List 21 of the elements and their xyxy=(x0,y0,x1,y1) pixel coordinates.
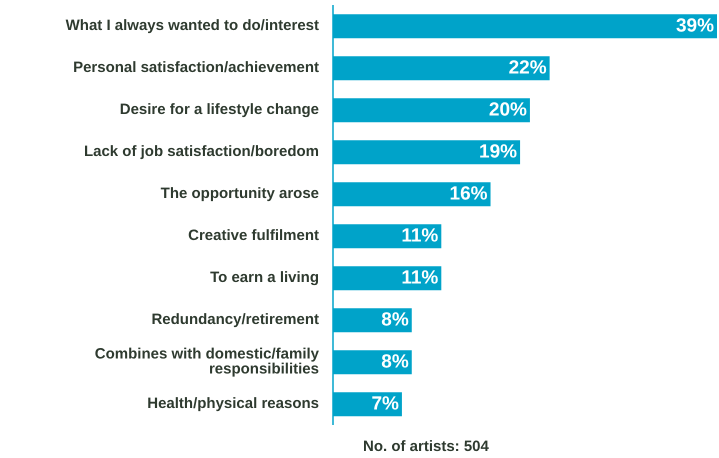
y-tick-label: Creative fulfilment xyxy=(188,226,319,244)
data-label: 39% xyxy=(676,15,714,36)
y-tick-label: Combines with domestic/family responsibilities xyxy=(94,345,320,378)
data-label: 8% xyxy=(381,351,409,372)
y-tick-label: What I always wanted to do/interest xyxy=(66,16,320,34)
annotation: No. of artists: 504 xyxy=(363,438,489,455)
data-label: 19% xyxy=(479,141,518,162)
data-label: 7% xyxy=(371,393,400,414)
y-tick-label: Health/physical reasons xyxy=(147,394,319,412)
y-tick-label: Redundancy/retirement xyxy=(151,310,319,328)
data-label: 20% xyxy=(488,99,528,120)
data-label: 11% xyxy=(401,267,438,288)
data-label: 8% xyxy=(381,309,409,330)
y-tick-label: Lack of job satisfaction/boredom xyxy=(84,142,319,160)
y-tick-label: Personal satisfaction/achievement xyxy=(73,58,319,76)
data-label: 11% xyxy=(401,225,438,246)
data-label: 16% xyxy=(450,183,488,204)
y-tick-label: The opportunity arose xyxy=(160,184,319,202)
y-tick-label: Desire for a lifestyle change xyxy=(120,100,319,118)
y-tick-label: To earn a living xyxy=(210,268,319,286)
data-label: 22% xyxy=(508,57,547,78)
